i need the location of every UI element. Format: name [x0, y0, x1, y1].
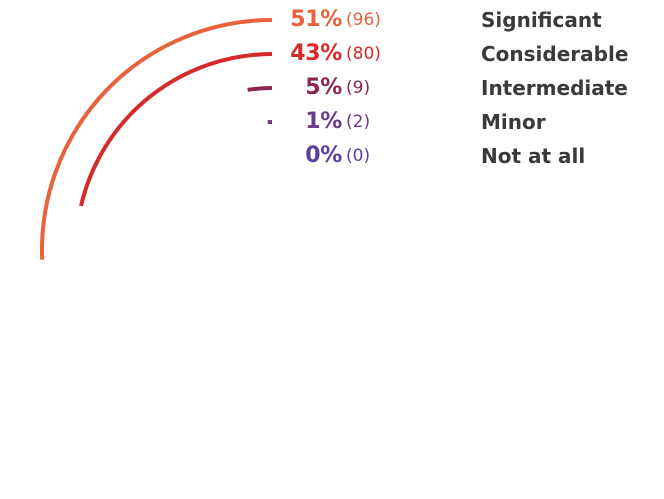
- count-label: (0): [346, 146, 371, 166]
- count-label: (2): [346, 112, 371, 132]
- arc-intermediate: [247, 86, 273, 92]
- legend-row-not-at-all: 0% (0) Not at all: [0, 139, 664, 173]
- legend-row-significant: 51% (96) Significant: [0, 3, 664, 37]
- arc-significant: [40, 18, 273, 260]
- percent-label: 0%: [305, 143, 342, 168]
- legend-row-considerable: 43% (80) Considerable: [0, 37, 664, 71]
- category-label: Significant: [481, 8, 602, 32]
- percent-label: 51%: [290, 7, 342, 32]
- category-label: Minor: [481, 110, 546, 134]
- legend-row-intermediate: 5% (9) Intermediate: [0, 71, 664, 105]
- percent-label: 5%: [305, 75, 342, 100]
- count-label: (9): [346, 78, 371, 98]
- count-label: (96): [346, 10, 381, 30]
- category-label: Not at all: [481, 144, 586, 168]
- percent-label: 43%: [290, 41, 342, 66]
- category-label: Considerable: [481, 42, 629, 66]
- count-label: (80): [346, 44, 381, 64]
- percent-label: 1%: [305, 109, 342, 134]
- arc-considerable: [79, 52, 273, 207]
- legend-row-minor: 1% (2) Minor: [0, 105, 664, 139]
- category-label: Intermediate: [481, 76, 628, 100]
